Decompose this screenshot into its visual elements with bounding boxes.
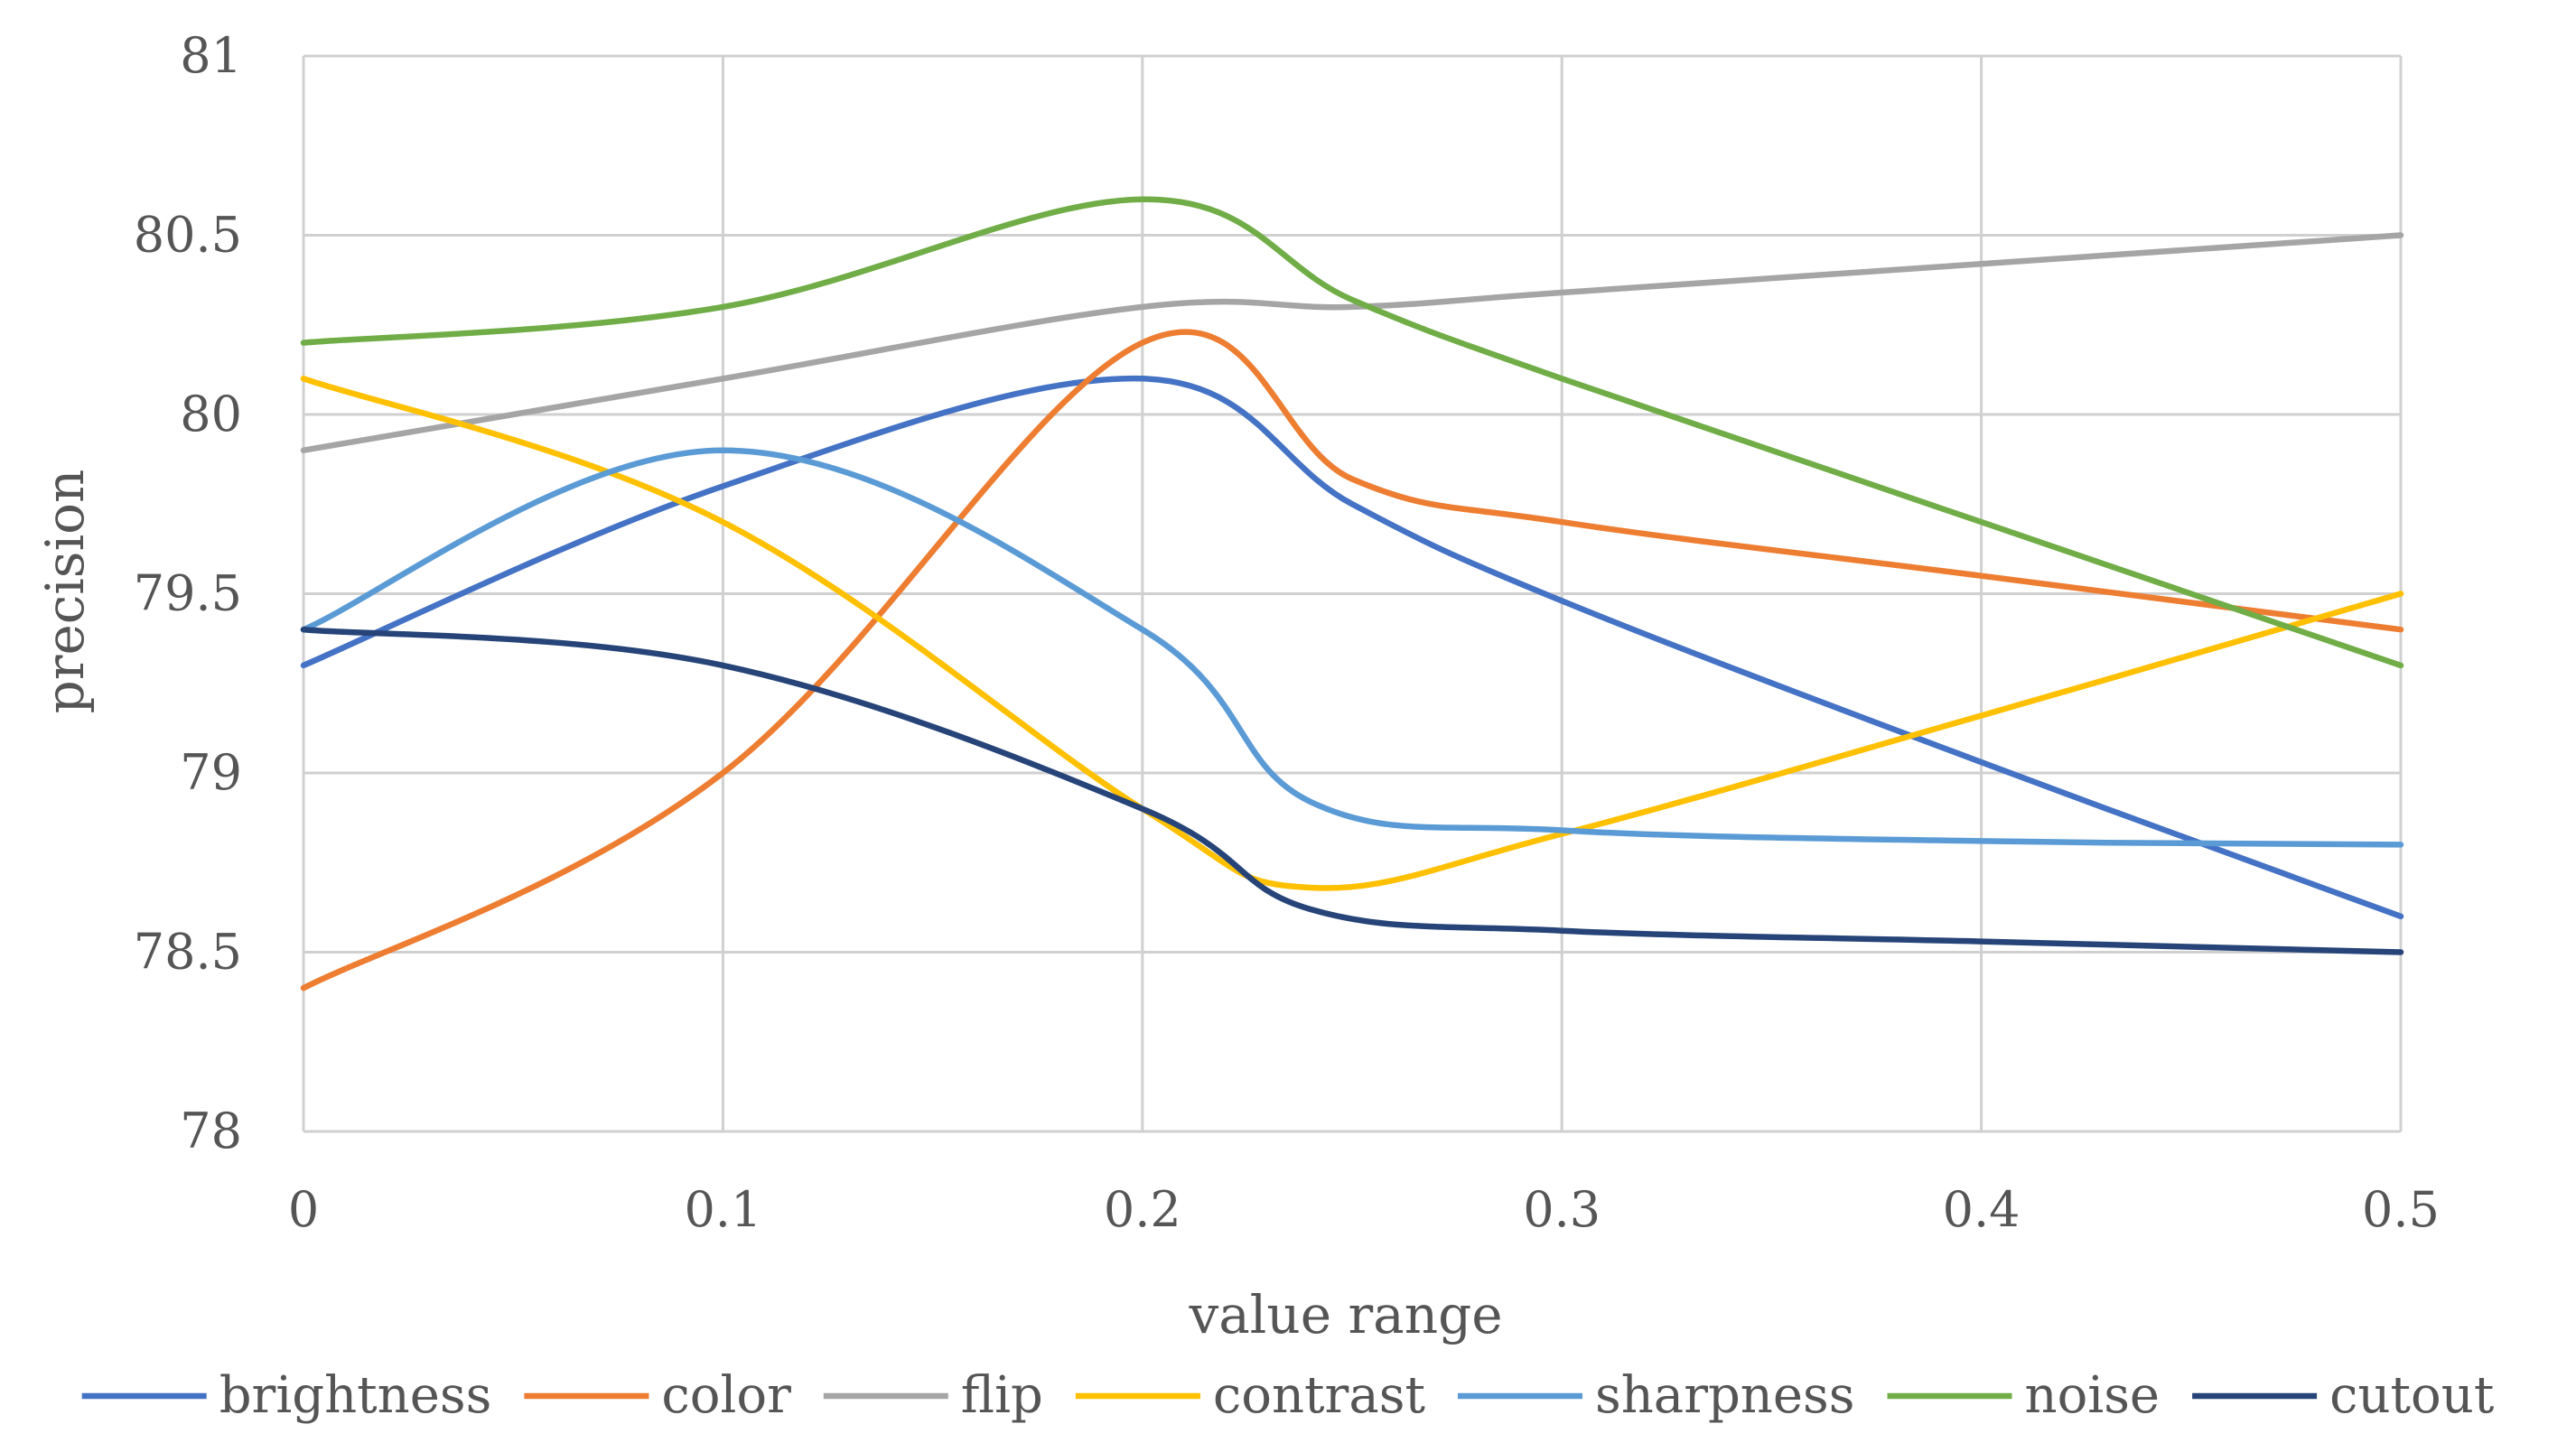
series-line-sharpness [300, 447, 2404, 848]
x-axis-ticks: 0 0.1 0.2 0.3 0.4 0.5 [288, 1181, 2440, 1238]
series-line-color [300, 329, 2404, 991]
y-tick-label: 78 [180, 1103, 242, 1159]
legend-item-contrast: contrast [1075, 1366, 1426, 1425]
series-lines [300, 196, 2404, 991]
legend-label-sharpness: sharpness [1595, 1366, 1855, 1425]
legend-item-flip: flip [823, 1366, 1043, 1425]
series-line-noise [300, 196, 2404, 669]
legend-item-noise: noise [1887, 1366, 2161, 1425]
legend-label-cutout: cutout [2329, 1366, 2495, 1425]
x-tick-label: 0.3 [1523, 1181, 1601, 1238]
x-tick-label: 0.2 [1104, 1181, 1181, 1238]
x-tick-label: 0.5 [2362, 1181, 2440, 1238]
legend: brightness color flip contrast sharpness nois… [81, 1366, 2495, 1425]
y-tick-label: 78.5 [134, 924, 242, 981]
y-tick-label: 80.5 [134, 207, 242, 264]
series-line-cutout [300, 626, 2404, 955]
x-axis-title: value range [1188, 1284, 1502, 1345]
series-line-contrast [300, 376, 2404, 891]
legend-label-color: color [661, 1366, 791, 1425]
legend-item-brightness: brightness [81, 1366, 492, 1425]
y-tick-label: 80 [180, 386, 242, 442]
legend-item-sharpness: sharpness [1458, 1366, 1855, 1425]
y-axis-title: precision [34, 470, 96, 714]
series-line-flip [300, 232, 2404, 453]
legend-item-color: color [524, 1366, 791, 1425]
series-line-brightness [300, 375, 2404, 920]
x-tick-label: 0.4 [1943, 1181, 2021, 1238]
y-axis-ticks: 78 78.5 79 79.5 80 80.5 81 [134, 27, 242, 1159]
x-tick-label: 0 [288, 1181, 319, 1238]
y-tick-label: 79.5 [134, 565, 242, 622]
legend-label-contrast: contrast [1213, 1366, 1426, 1425]
gridlines [302, 54, 2403, 1133]
legend-label-flip: flip [961, 1366, 1043, 1425]
legend-label-brightness: brightness [219, 1366, 492, 1425]
y-tick-label: 81 [180, 27, 242, 84]
x-tick-label: 0.1 [684, 1181, 761, 1238]
y-tick-label: 79 [180, 744, 242, 801]
legend-label-noise: noise [2025, 1366, 2161, 1425]
legend-item-cutout: cutout [2192, 1366, 2495, 1425]
